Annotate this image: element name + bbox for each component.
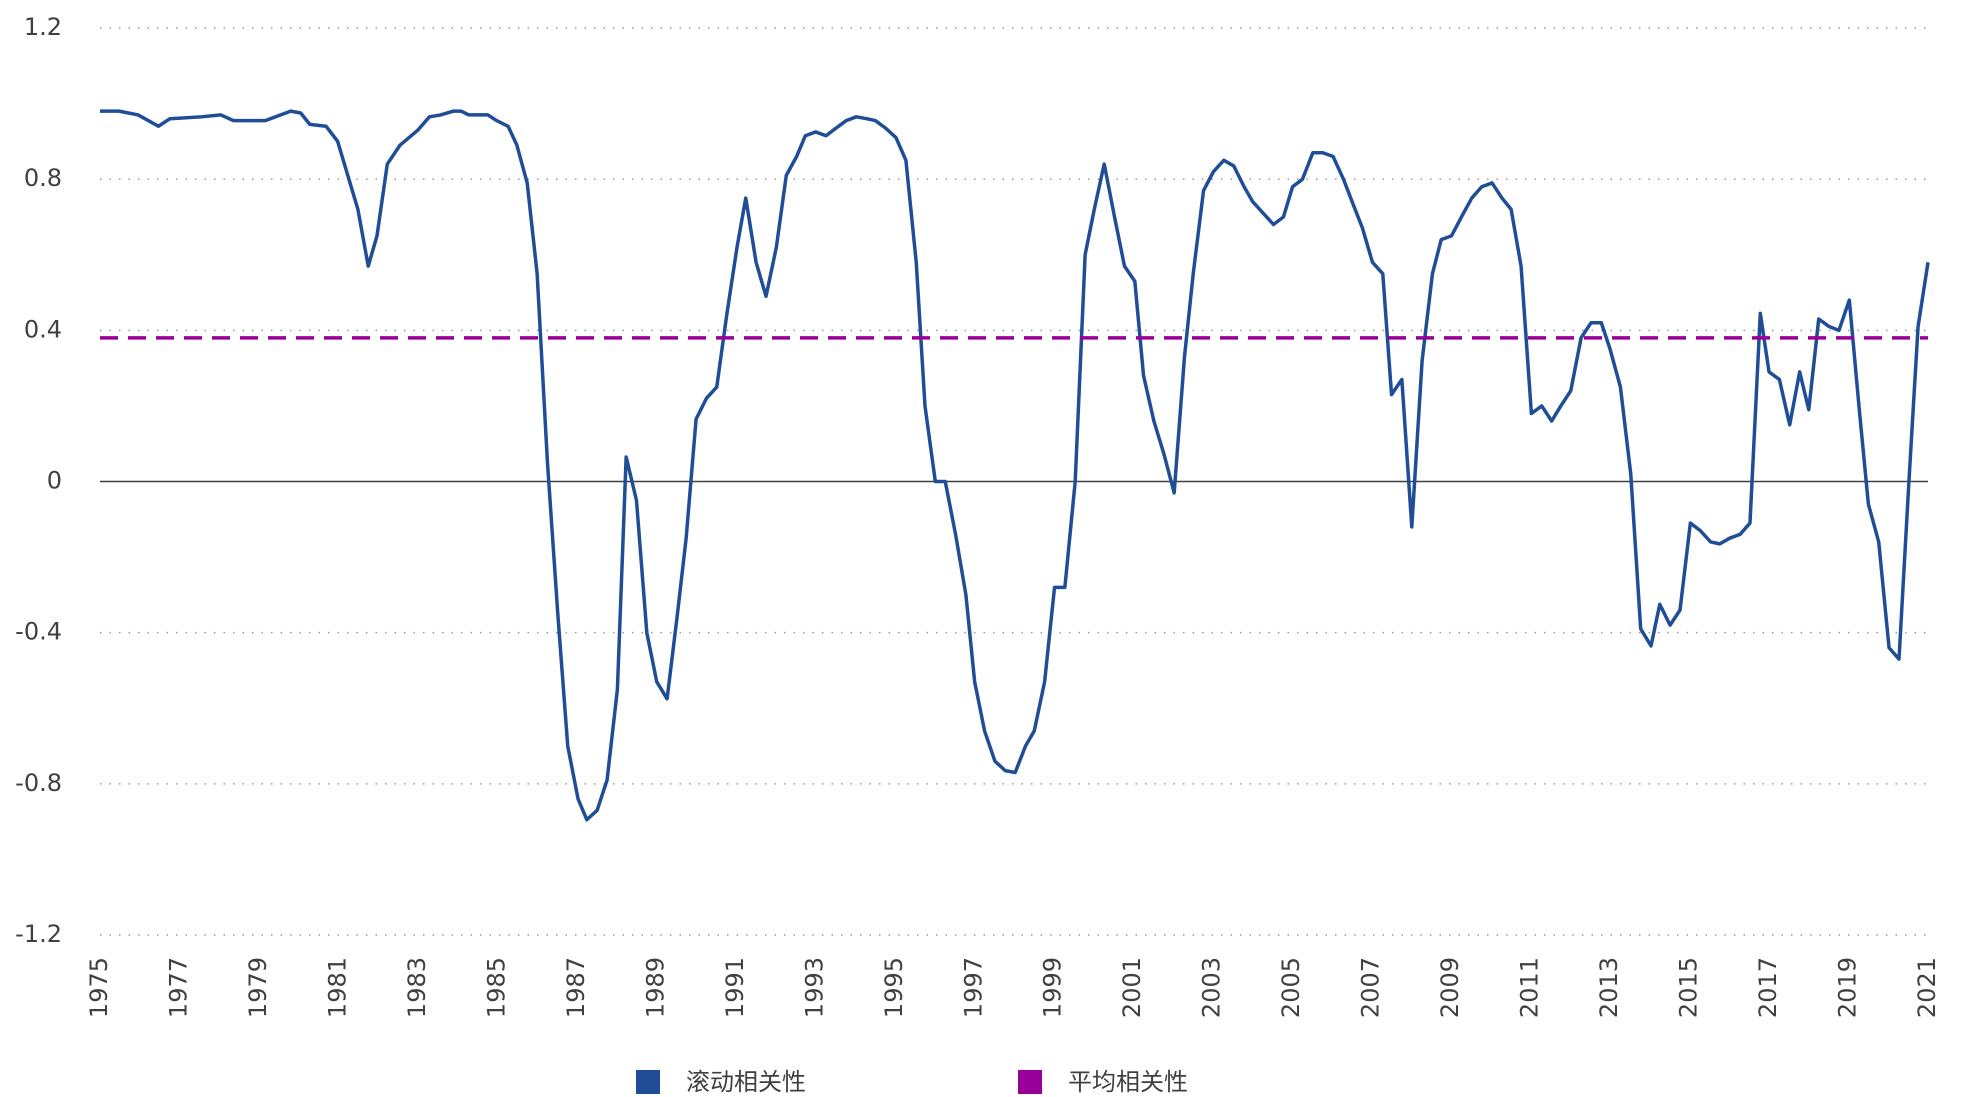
x-tick-label: 1993 [800,957,828,1018]
y-tick-label: 0.8 [24,164,62,192]
x-tick-label: 1989 [641,957,669,1018]
x-tick-label: 2021 [1913,957,1941,1018]
x-tick-label: 1987 [562,957,590,1018]
y-tick-label: -0.8 [15,769,62,797]
x-tick-label: 2003 [1198,957,1226,1018]
x-tick-label: 1979 [244,957,272,1018]
legend-label: 平均相关性 [1068,1068,1188,1096]
x-tick-label: 1977 [164,957,192,1018]
x-tick-label: 2015 [1675,957,1703,1018]
x-tick-label: 2009 [1436,957,1464,1018]
x-tick-label: 2005 [1277,957,1305,1018]
x-tick-label: 1985 [482,957,510,1018]
series-line [100,109,1930,822]
x-tick-label: 2001 [1118,957,1146,1018]
y-tick-label: -1.2 [15,920,62,948]
x-tick-label: 2011 [1516,957,1544,1018]
y-tick-label: 1.2 [24,13,62,41]
legend-swatch [636,1070,660,1094]
x-tick-label: 1981 [323,957,351,1018]
x-tick-label: 2007 [1357,957,1385,1018]
x-tick-label: 1999 [1039,957,1067,1018]
legend-swatch [1018,1070,1042,1094]
y-tick-label: 0 [47,467,62,495]
x-tick-label: 1995 [880,957,908,1018]
x-tick-label: 2017 [1754,957,1782,1018]
y-tick-label: 0.4 [24,315,62,343]
x-tick-label: 1997 [959,957,987,1018]
x-tick-label: 2013 [1595,957,1623,1018]
x-tick-label: 1991 [721,957,749,1018]
y-tick-label: -0.4 [15,618,62,646]
x-tick-label: 2019 [1834,957,1862,1018]
x-tick-label: 1983 [403,957,431,1018]
x-tick-label: 1975 [85,957,113,1018]
legend-label: 滚动相关性 [686,1068,806,1096]
